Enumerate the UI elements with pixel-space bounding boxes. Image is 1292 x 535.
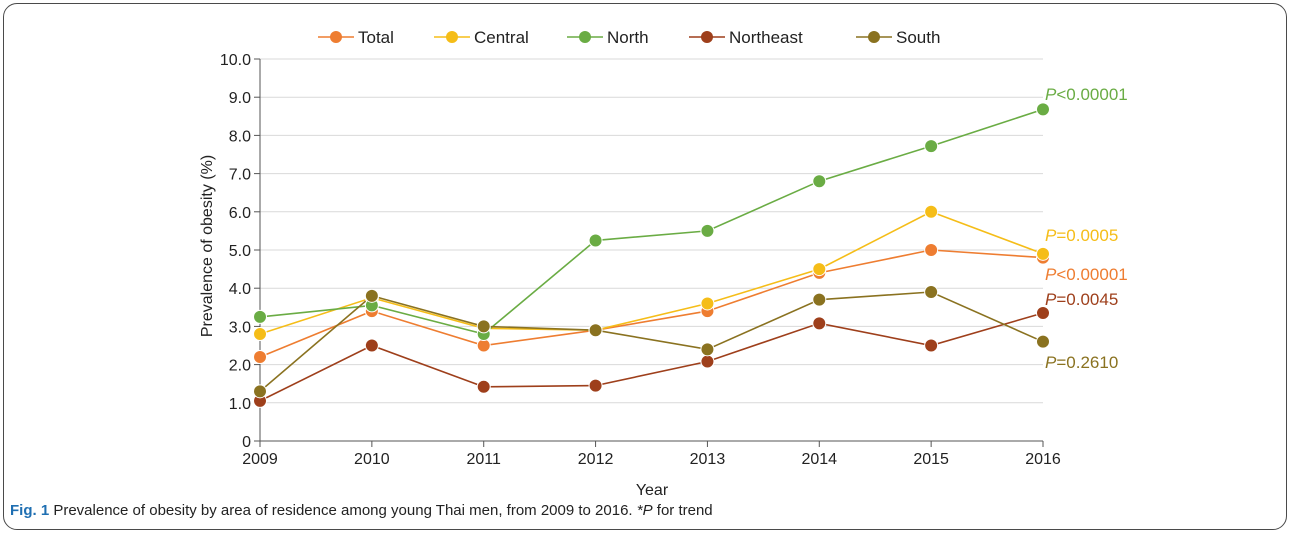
y-tick-label: 2.0 xyxy=(229,358,251,375)
data-point-south xyxy=(812,292,827,307)
y-axis-label: Prevalence of obesity (%) xyxy=(199,155,216,337)
legend-label: Central xyxy=(474,28,529,47)
data-point-northeast xyxy=(924,338,939,353)
legend-label: Northeast xyxy=(729,28,803,47)
y-tick-label: 6.0 xyxy=(229,205,251,222)
y-tick-label: 8.0 xyxy=(229,128,251,145)
x-tick-label: 2014 xyxy=(801,451,837,468)
y-tick-label: 3.0 xyxy=(229,319,251,336)
p-value-annotation-total: P<0.00001 xyxy=(1045,265,1128,284)
data-point-north xyxy=(588,233,603,248)
data-point-central xyxy=(253,327,267,342)
data-point-central xyxy=(812,262,827,277)
data-point-north xyxy=(924,139,939,154)
series-line-total xyxy=(259,249,1044,358)
legend-item-north: North xyxy=(567,28,649,47)
y-tick-label: 1.0 xyxy=(229,396,251,413)
line-chart: 0 1.0 2.0 3.0 4.0 5.0 6.0 7.0 8.0 9.0 10.0 2009 2010… xyxy=(199,28,1128,499)
y-tick-label: 0 xyxy=(242,434,251,451)
chart-gridlines xyxy=(260,58,1043,404)
data-point-north xyxy=(812,174,827,189)
x-tick-label: 2010 xyxy=(354,451,390,468)
data-point-northeast xyxy=(700,354,715,369)
legend-swatch-marker xyxy=(330,31,342,43)
caption-note-p: P xyxy=(642,502,653,519)
legend-item-total: Total xyxy=(318,28,394,47)
data-point-south xyxy=(364,288,379,303)
data-point-northeast xyxy=(1036,306,1050,321)
data-point-south xyxy=(700,342,715,357)
data-point-north xyxy=(700,223,715,238)
data-point-north xyxy=(1036,102,1050,117)
data-point-south xyxy=(924,285,939,300)
series-line-northeast xyxy=(259,312,1044,402)
data-point-south xyxy=(1036,334,1050,349)
legend-item-south: South xyxy=(856,28,940,47)
data-point-central xyxy=(1036,246,1050,261)
legend-swatch-marker xyxy=(701,31,713,43)
data-point-northeast xyxy=(588,378,603,393)
x-tick-label: 2012 xyxy=(578,451,614,468)
x-tick-label: 2009 xyxy=(242,451,278,468)
caption-note-star: * xyxy=(636,502,643,519)
y-tick-label: 4.0 xyxy=(229,281,251,298)
caption-text: Prevalence of obesity by area of residen… xyxy=(49,502,637,519)
figure-frame xyxy=(3,3,1287,530)
y-tick-label: 7.0 xyxy=(229,167,251,184)
p-value-annotation-northeast: P=0.0045 xyxy=(1045,290,1118,309)
figure-caption: Fig. 1 Prevalence of obesity by area of … xyxy=(10,502,713,519)
data-point-total xyxy=(924,243,939,257)
x-tick-label: 2016 xyxy=(1025,451,1061,468)
data-point-northeast xyxy=(476,379,491,394)
data-point-south xyxy=(476,319,491,334)
chart-annotations: P<0.00001 P=0.0005 P<0.00001 P=0.0045 P=0.26… xyxy=(1045,85,1128,372)
legend-item-northeast: Northeast xyxy=(689,28,803,47)
legend-swatch-marker xyxy=(868,31,880,43)
legend-swatch-marker xyxy=(446,31,458,43)
p-value-annotation-central: P=0.0005 xyxy=(1045,226,1118,245)
series-line-north xyxy=(259,108,1044,335)
data-point-south xyxy=(253,384,267,399)
p-value-annotation-north: P<0.00001 xyxy=(1045,85,1128,104)
legend-item-central: Central xyxy=(434,28,529,47)
chart-series xyxy=(253,102,1050,408)
legend-swatch-marker xyxy=(579,31,591,43)
caption-label: Fig. 1 xyxy=(10,502,50,519)
chart-axes: 0 1.0 2.0 3.0 4.0 5.0 6.0 7.0 8.0 9.0 10.0 2009 2010… xyxy=(220,52,1061,468)
legend-label: Total xyxy=(358,28,394,47)
y-tick-label: 9.0 xyxy=(229,90,251,107)
x-axis-label: Year xyxy=(636,482,669,499)
x-tick-label: 2011 xyxy=(467,451,502,468)
data-point-total xyxy=(253,349,267,364)
p-value-annotation-south: P=0.2610 xyxy=(1045,353,1118,372)
data-point-south xyxy=(588,323,603,338)
data-point-northeast xyxy=(364,338,379,353)
legend-label: North xyxy=(607,28,649,47)
data-point-northeast xyxy=(812,316,827,331)
y-tick-label: 5.0 xyxy=(229,243,251,260)
series-line-central xyxy=(259,210,1044,335)
series-line-south xyxy=(259,291,1044,392)
legend-label: South xyxy=(896,28,940,47)
caption-note-rest: for trend xyxy=(652,502,713,519)
y-tick-label: 10.0 xyxy=(220,52,251,69)
data-point-central xyxy=(700,296,715,311)
chart-legend: Total Central North Northeast South xyxy=(318,28,940,47)
data-point-central xyxy=(924,204,939,219)
x-tick-label: 2015 xyxy=(913,451,949,468)
x-tick-label: 2013 xyxy=(690,451,726,468)
data-point-north xyxy=(253,309,267,324)
